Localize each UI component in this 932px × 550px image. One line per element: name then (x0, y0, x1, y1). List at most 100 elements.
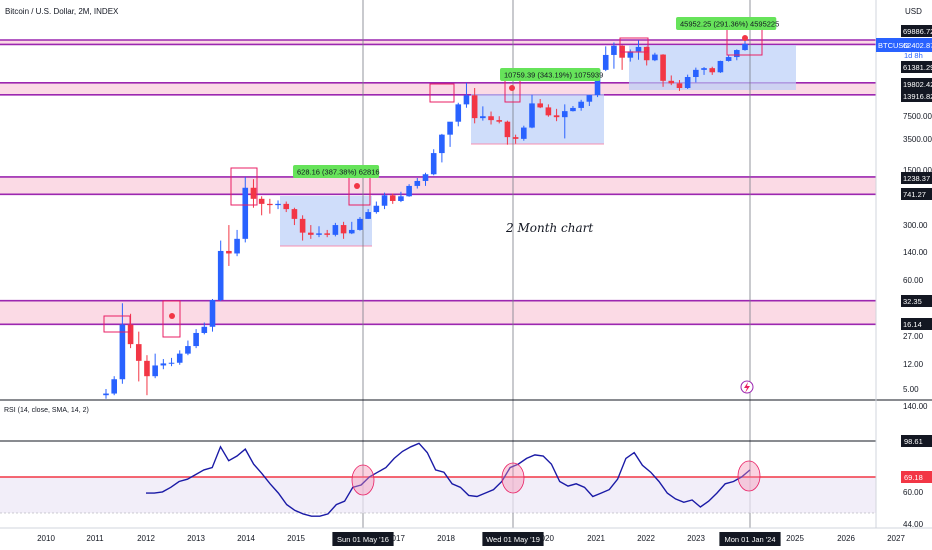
candle-body[interactable] (234, 238, 240, 254)
price-tag[interactable] (901, 78, 932, 90)
candle-body[interactable] (430, 153, 437, 175)
candle-body[interactable] (586, 95, 593, 102)
candle-body[interactable] (152, 365, 158, 377)
price-tag[interactable] (901, 172, 932, 184)
candle-body[interactable] (725, 57, 732, 61)
candle-body[interactable] (512, 137, 519, 139)
rsi-line[interactable] (146, 442, 751, 517)
candle-body[interactable] (217, 250, 224, 301)
candle-body[interactable] (594, 69, 601, 96)
time-highlight[interactable] (719, 532, 781, 546)
candle-body[interactable] (561, 111, 568, 118)
candle-body[interactable] (398, 196, 404, 201)
candle-body[interactable] (299, 218, 306, 233)
rsi-level-tag[interactable] (901, 435, 932, 447)
candle-body[interactable] (627, 51, 634, 58)
candle-body[interactable] (340, 225, 347, 234)
price-tag[interactable] (901, 25, 932, 37)
candle-body[interactable] (439, 134, 445, 154)
price-tag[interactable] (901, 295, 932, 307)
candle-body[interactable] (258, 198, 265, 204)
candle-body[interactable] (684, 77, 691, 88)
candle-body[interactable] (447, 121, 453, 135)
rsi-pane[interactable] (0, 399, 932, 517)
candle-body[interactable] (742, 43, 748, 51)
candle-body[interactable] (324, 233, 330, 235)
rsi-level-tag[interactable] (901, 471, 932, 483)
candle-body[interactable] (676, 83, 683, 88)
candle-body[interactable] (348, 229, 355, 234)
candle-body[interactable] (611, 45, 617, 55)
candle-body[interactable] (185, 346, 191, 354)
candle-body[interactable] (643, 46, 650, 61)
candle-body[interactable] (111, 379, 117, 394)
time-axis[interactable]: 2010 2011 2012 2013 2014 2015 2017 2018 2020 2021… (0, 527, 932, 546)
candle-body[interactable] (529, 103, 535, 128)
price-tick: 12.00 (903, 360, 924, 369)
candle-body[interactable] (242, 187, 249, 239)
candle-body[interactable] (127, 324, 134, 345)
candle-body[interactable] (668, 80, 675, 84)
candle-body[interactable] (496, 120, 503, 122)
flash-icon[interactable] (740, 380, 754, 394)
candle-body[interactable] (570, 107, 576, 112)
candle-body[interactable] (332, 225, 339, 235)
price-tag[interactable] (901, 61, 932, 73)
price-tag[interactable] (901, 188, 932, 200)
candle-body[interactable] (283, 203, 290, 210)
candle-body[interactable] (373, 205, 380, 213)
candle-body[interactable] (176, 353, 183, 363)
candle-body[interactable] (168, 362, 175, 364)
candle-body[interactable] (308, 232, 314, 235)
candle-body[interactable] (545, 107, 552, 116)
candle-body[interactable] (381, 195, 388, 206)
candle-body[interactable] (717, 60, 724, 73)
candle-body[interactable] (471, 95, 478, 119)
candle-body[interactable] (635, 46, 642, 52)
candle-body[interactable] (357, 218, 363, 230)
candle-body[interactable] (250, 187, 257, 199)
candle-body[interactable] (488, 116, 494, 121)
candle-body[interactable] (701, 68, 707, 70)
candle-body[interactable] (521, 127, 527, 139)
price-axis[interactable]: 7500.003500.001500.00600.00300.00140.006… (875, 0, 932, 529)
candle-body[interactable] (504, 121, 511, 138)
current-price-tag[interactable] (876, 38, 932, 52)
candle-body[interactable] (537, 103, 543, 108)
candle-body[interactable] (275, 203, 281, 206)
candle-body[interactable] (160, 363, 167, 366)
candle-body[interactable] (389, 195, 396, 201)
candle-body[interactable] (652, 54, 658, 61)
time-highlight[interactable] (332, 532, 394, 546)
candle-body[interactable] (406, 185, 412, 197)
candle-body[interactable] (226, 250, 232, 254)
candle-body[interactable] (422, 174, 429, 181)
candle-body[interactable] (709, 68, 716, 73)
candle-body[interactable] (660, 54, 666, 81)
candle-body[interactable] (267, 203, 273, 206)
time-highlight[interactable] (482, 532, 544, 546)
candle-body[interactable] (734, 50, 740, 58)
candle-body[interactable] (365, 212, 371, 219)
candle-body[interactable] (144, 360, 150, 377)
candle-body[interactable] (103, 393, 109, 396)
price-tag[interactable] (901, 90, 932, 102)
candle-body[interactable] (135, 344, 142, 361)
candle-body[interactable] (119, 324, 126, 380)
candle-body[interactable] (455, 104, 462, 122)
candle-body[interactable] (693, 69, 699, 78)
candle-body[interactable] (578, 101, 584, 108)
candle-body[interactable] (602, 54, 609, 70)
candle-body[interactable] (480, 116, 486, 119)
price-tag[interactable] (901, 318, 932, 330)
candle-body[interactable] (553, 115, 560, 118)
candle-body[interactable] (291, 209, 298, 219)
candle-body[interactable] (463, 95, 470, 105)
candle-body[interactable] (414, 180, 421, 186)
candle-body[interactable] (316, 233, 322, 235)
candle-body[interactable] (201, 326, 208, 333)
candle-body[interactable] (193, 332, 199, 347)
candle-body[interactable] (209, 300, 216, 327)
candles[interactable] (103, 38, 748, 399)
